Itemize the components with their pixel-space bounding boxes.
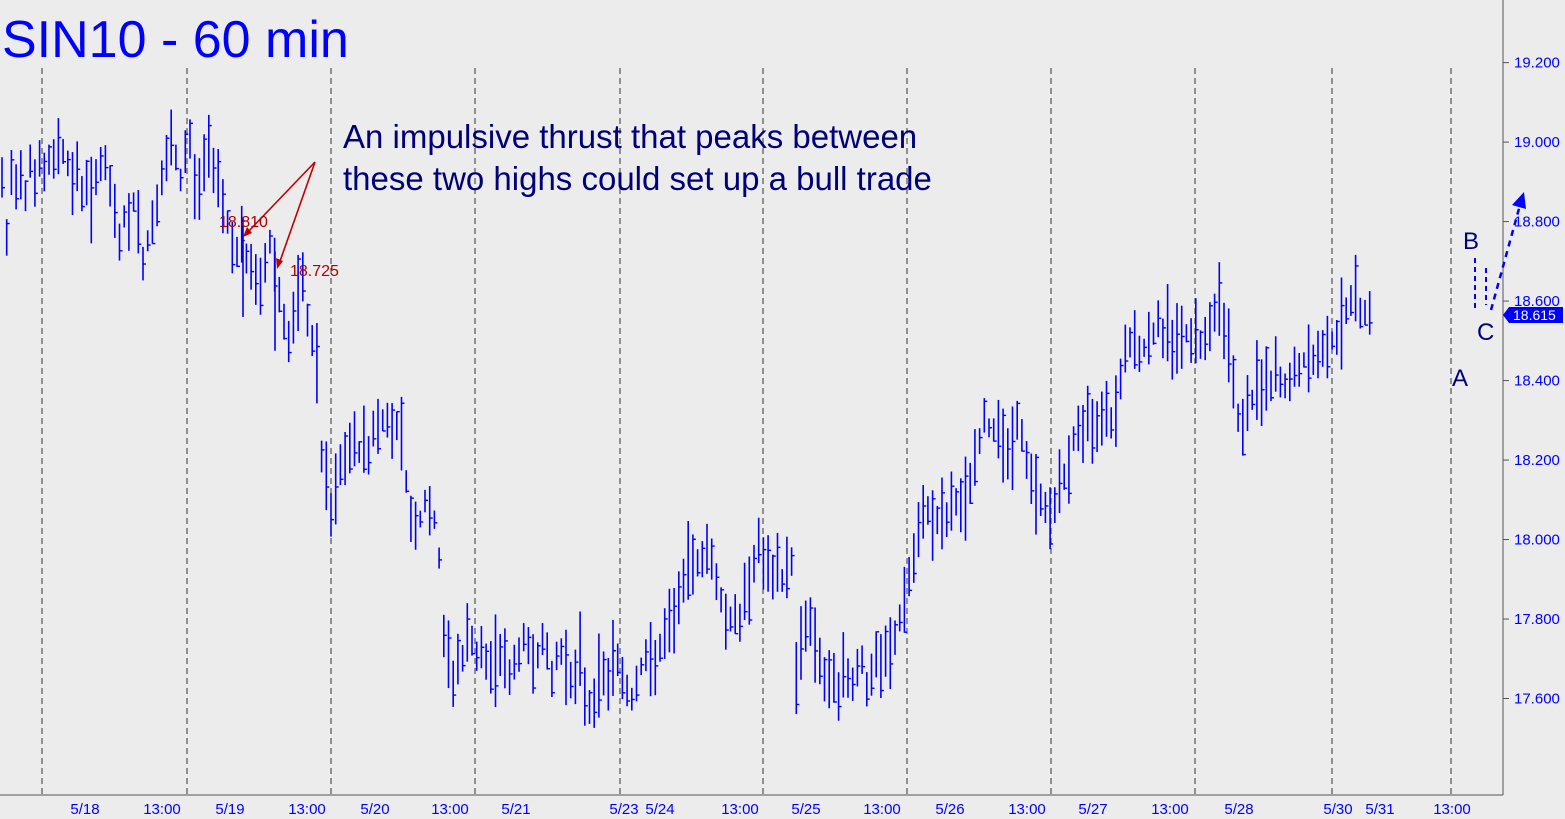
x-tick-label: 13:00 [721,801,759,818]
x-tick-label: 5/30 [1323,801,1352,818]
x-tick-label: 13:00 [1151,801,1189,818]
x-tick-label: 5/26 [935,801,964,818]
x-tick-label: 5/24 [645,801,674,818]
y-tick-label: 18.600 [1514,293,1560,310]
y-tick-label: 18.000 [1514,532,1560,549]
last-price-tag: 18.615 [1503,307,1563,323]
high-label-2: 18.725 [290,263,339,280]
chart-title: SIN10 - 60 min [2,11,349,69]
x-tick-label: 5/27 [1078,801,1107,818]
y-axis-ticks: 19.200 19.000 18.800 18.600 18.400 18.200 18.0… [1503,55,1560,708]
x-axis-ticks: 5/18 13:00 5/19 13:00 5/20 13:00 5/21 5/23 5/24 1… [70,801,1470,818]
arrowhead-1 [243,227,252,237]
y-tick-label: 19.000 [1514,134,1560,151]
x-tick-label: 13:00 [431,801,469,818]
y-tick-label: 17.600 [1514,691,1560,708]
x-tick-label: 5/19 [215,801,244,818]
arrow-to-high-1 [245,161,316,235]
y-tick-label: 18.800 [1514,214,1560,231]
high-label-1: 18.810 [219,214,268,231]
x-tick-label: 13:00 [1008,801,1046,818]
y-tick-label: 18.400 [1514,373,1560,390]
last-price-value: 18.615 [1513,307,1556,323]
x-tick-label: 5/23 [609,801,638,818]
projection-thrust [1489,204,1522,311]
x-tick-label: 5/20 [360,801,389,818]
projection-arrowhead [1512,192,1526,209]
x-tick-label: 13:00 [143,801,181,818]
y-tick-label: 18.200 [1514,452,1560,469]
x-tick-label: 5/28 [1224,801,1253,818]
arrow-to-high-2 [278,161,316,265]
price-bars [1,109,1373,728]
annotation-line-1: An impulsive thrust that peaks between [343,118,917,155]
x-tick-label: 5/18 [70,801,99,818]
session-dividers [41,68,1452,795]
wave-label-a: A [1452,365,1468,392]
y-tick-label: 19.200 [1514,55,1560,72]
x-tick-label: 5/25 [791,801,820,818]
x-tick-label: 13:00 [288,801,326,818]
wave-label-c: C [1477,319,1494,346]
wave-label-b: B [1463,228,1479,255]
x-tick-label: 13:00 [1433,801,1471,818]
arrowhead-2 [276,258,283,269]
annotation-arrows [243,161,316,269]
last-price-badge [1503,307,1563,323]
y-tick-label: 17.800 [1514,611,1560,628]
annotation-line-2: these two highs could set up a bull trad… [343,160,932,197]
x-tick-label: 5/31 [1365,801,1394,818]
x-tick-label: 5/21 [501,801,530,818]
projection-path [1474,192,1526,311]
x-tick-label: 13:00 [863,801,901,818]
